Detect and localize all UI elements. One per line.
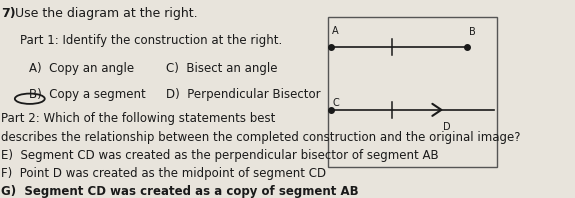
Text: A)  Copy an angle: A) Copy an angle <box>29 62 134 75</box>
Text: Use the diagram at the right.: Use the diagram at the right. <box>16 7 198 20</box>
Text: C: C <box>332 98 339 108</box>
Text: B: B <box>469 27 476 37</box>
Text: E)  Segment CD was created as the perpendicular bisector of segment AB: E) Segment CD was created as the perpend… <box>1 149 439 162</box>
Text: describes the relationship between the completed construction and the original i: describes the relationship between the c… <box>1 131 521 145</box>
Text: Part 1: Identify the construction at the right.: Part 1: Identify the construction at the… <box>20 34 282 47</box>
Text: 7): 7) <box>1 7 16 20</box>
Text: B)  Copy a segment: B) Copy a segment <box>29 88 145 101</box>
Text: F)  Point D was created as the midpoint of segment CD: F) Point D was created as the midpoint o… <box>1 167 327 180</box>
Text: A: A <box>332 26 339 36</box>
Text: G)  Segment CD was created as a copy of segment AB: G) Segment CD was created as a copy of s… <box>1 185 359 198</box>
Bar <box>328 17 497 167</box>
Text: C)  Bisect an angle: C) Bisect an angle <box>166 62 277 75</box>
Text: D)  Perpendicular Bisector: D) Perpendicular Bisector <box>166 88 320 101</box>
Text: Part 2: Which of the following statements best: Part 2: Which of the following statement… <box>1 112 276 125</box>
Text: D: D <box>443 122 450 132</box>
